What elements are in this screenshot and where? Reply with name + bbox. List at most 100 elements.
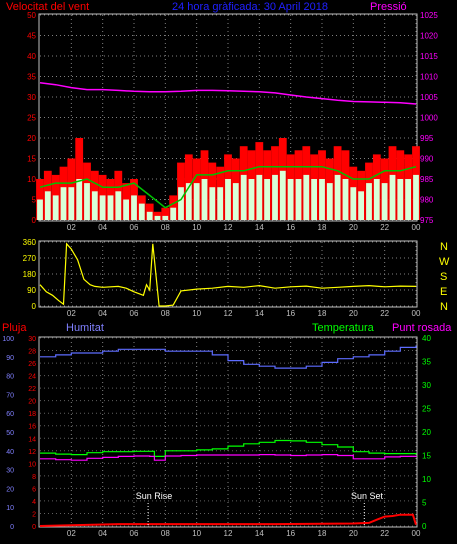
x-tick-2-06: 06 xyxy=(130,529,139,538)
rain-axis-tick-14: 14 xyxy=(28,436,36,443)
x-tick-1-16: 16 xyxy=(286,309,295,318)
pressure-axis-tick-1025: 1025 xyxy=(420,11,438,20)
average-bar-35 xyxy=(311,179,317,220)
pressure-line xyxy=(39,81,417,105)
humidity-axis-tick-10: 10 xyxy=(6,505,14,512)
average-bar-30 xyxy=(272,174,278,220)
average-bar-3 xyxy=(60,187,67,220)
temp-axis-tick-40: 40 xyxy=(422,334,431,343)
average-bar-45 xyxy=(389,174,396,220)
pressure-axis-tick-1015: 1015 xyxy=(420,52,438,61)
wind-axis-tick-5: 5 xyxy=(32,196,37,205)
x-tick-0-00: 00 xyxy=(412,223,421,232)
rain-axis-tick-26: 26 xyxy=(28,361,36,368)
wind-axis-tick-15: 15 xyxy=(27,155,36,164)
average-bar-43 xyxy=(373,179,380,220)
average-bar-23 xyxy=(217,187,224,220)
average-bar-5 xyxy=(76,179,83,220)
average-bar-8 xyxy=(99,195,106,220)
wind-axis-tick-30: 30 xyxy=(27,93,36,102)
x-tick-0-10: 10 xyxy=(192,223,201,232)
average-bar-22 xyxy=(209,187,216,220)
average-bar-38 xyxy=(334,174,341,220)
humidity-axis-tick-100: 100 xyxy=(2,336,14,343)
x-tick-1-04: 04 xyxy=(98,309,107,318)
average-bar-13 xyxy=(138,203,145,220)
humidity-axis-tick-20: 20 xyxy=(6,486,14,493)
sunset-label: Sun Set xyxy=(351,491,384,501)
direction-line xyxy=(39,242,417,307)
pressure-axis-tick-980: 980 xyxy=(420,196,434,205)
temp-axis-tick-5: 5 xyxy=(422,499,427,508)
humidity-line xyxy=(40,345,417,369)
x-tick-0-14: 14 xyxy=(255,223,264,232)
x-tick-1-02: 02 xyxy=(67,309,76,318)
x-tick-1-08: 08 xyxy=(161,309,170,318)
x-tick-0-18: 18 xyxy=(318,223,327,232)
humidity-axis-tick-30: 30 xyxy=(6,468,14,475)
humidity-axis-tick-70: 70 xyxy=(6,392,14,399)
average-bar-44 xyxy=(381,183,388,220)
average-bar-41 xyxy=(358,191,364,220)
x-tick-1-22: 22 xyxy=(380,309,389,318)
rain-axis-tick-22: 22 xyxy=(28,386,36,393)
rain-axis-tick-2: 2 xyxy=(32,511,36,518)
x-tick-2-18: 18 xyxy=(318,529,327,538)
average-bar-32 xyxy=(287,179,294,220)
pressure-axis-tick-975: 975 xyxy=(420,216,434,225)
average-bar-0 xyxy=(37,199,43,220)
x-tick-0-02: 02 xyxy=(67,223,76,232)
rain-axis-tick-8: 8 xyxy=(32,474,36,481)
pressure-axis-tick-1010: 1010 xyxy=(420,73,438,82)
x-tick-1-14: 14 xyxy=(255,309,264,318)
average-bar-39 xyxy=(342,179,349,220)
rain-line xyxy=(39,513,417,527)
x-tick-2-04: 04 xyxy=(98,529,107,538)
x-tick-2-12: 12 xyxy=(224,529,233,538)
direction-letter-s: S xyxy=(440,271,447,283)
pressure-axis-tick-995: 995 xyxy=(420,134,434,143)
wind-panel-frame xyxy=(38,13,418,222)
average-bar-16 xyxy=(162,215,169,220)
average-bar-36 xyxy=(319,179,325,220)
wind-axis-tick-40: 40 xyxy=(27,52,36,61)
temperature-legend: Temperatura xyxy=(312,322,375,334)
average-bar-21 xyxy=(201,179,208,220)
temp-axis-tick-25: 25 xyxy=(422,405,431,414)
temp-axis-tick-10: 10 xyxy=(422,475,431,484)
average-bar-37 xyxy=(326,183,333,220)
average-bar-33 xyxy=(295,179,302,220)
average-bar-28 xyxy=(256,174,263,220)
average-bar-31 xyxy=(279,170,286,220)
x-tick-2-20: 20 xyxy=(349,529,358,538)
average-bar-4 xyxy=(68,187,75,220)
rain-axis-tick-20: 20 xyxy=(28,399,36,406)
average-bar-24 xyxy=(225,179,231,220)
rain-axis-tick-10: 10 xyxy=(28,461,36,468)
direction-axis-tick-90: 90 xyxy=(27,286,36,295)
dewpoint-line xyxy=(40,454,417,461)
series-layer xyxy=(36,81,420,527)
wind-axis-tick-10: 10 xyxy=(27,175,36,184)
temperature-line xyxy=(40,439,417,457)
direction-axis-tick-360: 360 xyxy=(23,238,37,247)
x-tick-0-16: 16 xyxy=(286,223,295,232)
average-bar-11 xyxy=(123,199,129,220)
direction-letter-w: W xyxy=(439,256,450,268)
x-tick-1-12: 12 xyxy=(224,309,233,318)
pressure-axis-tick-1005: 1005 xyxy=(420,93,438,102)
direction-panel-frame xyxy=(38,240,418,308)
average-bar-2 xyxy=(52,195,59,220)
x-tick-1-20: 20 xyxy=(349,309,358,318)
temp-axis-tick-15: 15 xyxy=(422,452,431,461)
average-bar-20 xyxy=(193,183,200,220)
wind-trend-line xyxy=(39,165,417,209)
x-tick-2-10: 10 xyxy=(192,529,201,538)
wind-axis-tick-50: 50 xyxy=(27,11,36,20)
x-tick-1-00: 00 xyxy=(412,309,421,318)
x-tick-0-20: 20 xyxy=(349,223,358,232)
direction-axis-tick-0: 0 xyxy=(32,302,37,311)
x-tick-2-00: 00 xyxy=(412,529,421,538)
